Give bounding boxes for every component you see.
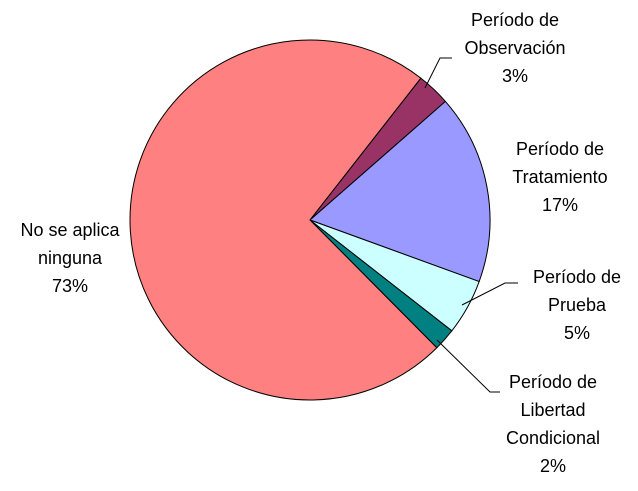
leader-line [436,339,500,393]
leader-line [424,57,452,89]
leader-line [461,282,518,306]
value-label: 2% [539,456,566,476]
category-name: Período de Tratamiento [512,139,608,187]
pie-slice [129,39,438,401]
value-label: 17% [541,195,579,215]
value-label: 5% [563,323,590,343]
category-name: Período de Libertad Condicional [505,372,601,448]
slice-label: Período de Tratamiento 17% [505,135,615,219]
category-name: Período de Observación [464,10,566,58]
slice-label: Período de Libertad Condicional 2% [498,368,608,480]
pie-slice [309,100,491,283]
slice-label: Período de Observación 3% [460,6,570,90]
category-name: No se aplica ninguna [20,220,120,268]
slice-label: No se aplica ninguna 73% [8,216,133,300]
category-name: Período de Prueba [532,267,622,315]
slice-label: Período de Prueba 5% [522,263,632,347]
value-label: 73% [51,276,89,296]
value-label: 3% [501,66,528,86]
